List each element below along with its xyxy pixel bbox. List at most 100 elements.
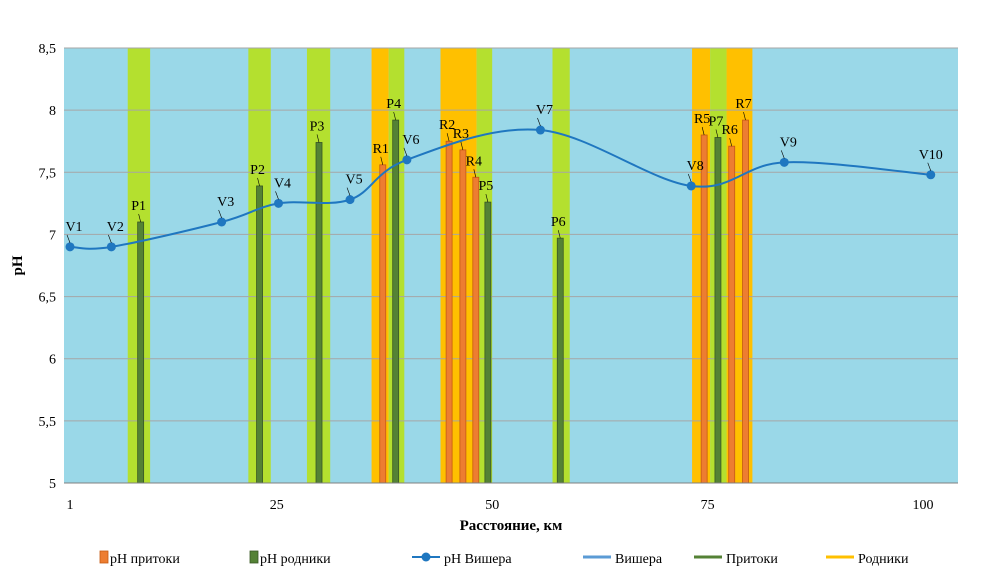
label-V5: V5 [345, 173, 362, 188]
bar-R1 [379, 164, 387, 484]
y-tick-label-1: 5,5 [39, 415, 57, 430]
leader-P1 [138, 213, 141, 223]
y-tick-label-6: 8 [49, 104, 56, 119]
point-V4 [274, 198, 284, 208]
label-V9: V9 [780, 135, 797, 150]
leader-R4 [473, 169, 477, 178]
legend-label-0: pH притоки [110, 552, 180, 567]
leader-R6 [729, 138, 733, 147]
label-P6: P6 [551, 215, 566, 230]
bar-R3 [459, 149, 467, 484]
label-V3: V3 [217, 195, 234, 210]
leader-R2 [446, 133, 450, 142]
legend-swatch-0 [99, 550, 109, 564]
label-V6: V6 [402, 133, 419, 148]
leader-V2 [108, 234, 112, 243]
label-V2: V2 [107, 220, 124, 235]
leader-V1 [66, 234, 71, 243]
leader-V9 [780, 150, 785, 159]
bar-P6 [556, 237, 564, 484]
label-R4: R4 [466, 154, 482, 169]
leader-P4 [393, 112, 396, 121]
bar-R4 [472, 176, 480, 484]
leader-P3 [316, 134, 320, 143]
label-R6: R6 [722, 123, 738, 138]
label-R7: R7 [735, 97, 751, 112]
x-tick-label-0: 1 [67, 498, 74, 513]
legend-swatch-1 [249, 550, 259, 564]
legend-label-5: Родники [858, 552, 909, 567]
x-tick-label-3: 75 [701, 498, 715, 513]
x-axis-title: Расстояние, км [460, 518, 563, 534]
point-V6 [402, 155, 412, 165]
label-V7: V7 [536, 103, 553, 118]
label-V8: V8 [687, 159, 704, 174]
legend-label-4: Притоки [726, 552, 778, 567]
point-V5 [345, 195, 355, 205]
x-tick-label-1: 25 [270, 498, 284, 513]
leader-V3 [218, 209, 222, 219]
leader-R5 [701, 126, 705, 136]
y-axis-title: pH [10, 255, 26, 275]
legend-label-3: Вишера [615, 552, 663, 567]
leader-V6 [403, 147, 408, 156]
label-R2: R2 [439, 118, 455, 133]
bar-P2 [256, 185, 263, 484]
leader-P6 [557, 230, 561, 239]
point-V7 [535, 125, 545, 135]
label-P5: P5 [478, 179, 493, 194]
point-V1 [65, 242, 75, 252]
bar-P7 [714, 137, 722, 484]
label-V4: V4 [274, 176, 291, 191]
label-P3: P3 [310, 119, 325, 134]
legend: pH притоки pH родники pH Вишера Вишера Прито… [99, 550, 909, 567]
point-V9 [779, 157, 789, 167]
label-P7: P7 [709, 114, 724, 129]
axes-layer: 5 5,5 6 6,5 7 7,5 8 8,5 1 25 50 75 100 [39, 42, 958, 513]
y-tick-label-2: 6 [49, 353, 56, 368]
leader-V4 [275, 191, 279, 200]
point-V10 [926, 170, 936, 180]
label-P1: P1 [131, 199, 146, 214]
bar-R6 [728, 145, 736, 484]
legend-label-1: pH родники [260, 552, 331, 567]
bar-P3 [315, 142, 323, 484]
leader-P5 [485, 194, 489, 203]
label-P2: P2 [250, 163, 265, 178]
leader-P2 [257, 177, 260, 187]
point-V2 [106, 242, 116, 252]
leader-R3 [460, 141, 464, 150]
legend-marker-2 [421, 552, 431, 562]
y-tick-label-3: 6,5 [39, 291, 57, 306]
leader-V5 [346, 187, 351, 196]
leader-P7 [715, 129, 719, 138]
point-V3 [217, 217, 227, 227]
label-R3: R3 [453, 127, 469, 142]
x-tick-label-4: 100 [913, 498, 934, 513]
bar-P5 [484, 201, 492, 484]
point-V8 [686, 181, 696, 191]
y-tick-label-7: 8,5 [39, 42, 57, 57]
leader-V10 [927, 162, 932, 171]
leader-V7 [537, 117, 541, 127]
label-V1: V1 [65, 220, 82, 235]
label-P4: P4 [386, 97, 401, 112]
bar-P1 [137, 221, 145, 484]
label-R1: R1 [373, 142, 389, 157]
plot-area [64, 48, 958, 483]
label-R5: R5 [694, 112, 710, 127]
plot-background [64, 48, 958, 483]
x-tick-label-2: 50 [485, 498, 499, 513]
bar-R2 [445, 140, 453, 484]
y-tick-label-5: 7,5 [39, 166, 57, 181]
label-V10: V10 [919, 148, 943, 163]
vishera-line-layer [65, 125, 936, 252]
leader-R1 [380, 156, 384, 165]
leader-R7 [743, 112, 746, 121]
y-tick-label-0: 5 [49, 477, 56, 492]
legend-label-2: pH Вишера [444, 552, 512, 567]
leader-V8 [687, 173, 692, 183]
bar-P4 [392, 119, 400, 484]
